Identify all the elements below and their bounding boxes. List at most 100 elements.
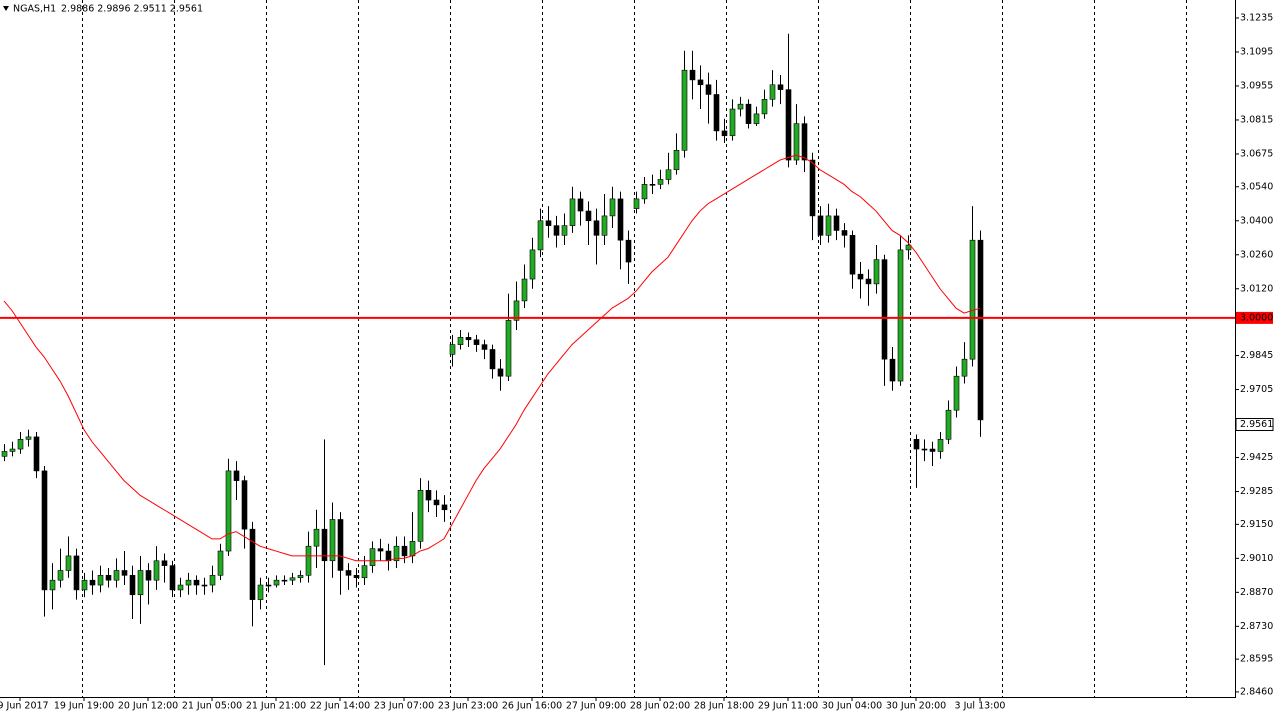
candle-body [409, 541, 416, 557]
level-label: 3.0000 [1240, 312, 1273, 323]
x-tick-label: 23 Jun 23:00 [438, 701, 498, 712]
y-tick-label: 2.9010 [1240, 553, 1273, 564]
candle-body [545, 220, 552, 226]
x-tick-label: 28 Jun 02:00 [630, 701, 690, 712]
candle-body [169, 565, 176, 591]
candle-body [161, 560, 168, 566]
candle-body [289, 577, 296, 581]
candle-body [601, 215, 608, 236]
candle-body [225, 470, 232, 552]
candle-body [857, 273, 864, 280]
candle-body [553, 225, 560, 236]
y-tick-label: 3.0260 [1240, 249, 1273, 260]
candle-body [641, 184, 648, 200]
candle-body [113, 570, 120, 581]
candle-body [441, 504, 448, 511]
y-tick-label: 3.1235 [1240, 12, 1273, 23]
candle-body [769, 84, 776, 100]
y-tick-label: 3.0540 [1240, 181, 1273, 192]
menu-arrow [3, 6, 9, 11]
candle-body [401, 545, 408, 557]
candle-body [465, 337, 472, 341]
candle-body [321, 528, 328, 562]
candle-body [9, 448, 16, 452]
candle-body [65, 555, 72, 571]
candle-body [705, 84, 712, 95]
y-tick-label: 3.0815 [1240, 114, 1273, 125]
candle-body [233, 470, 240, 481]
x-tick-label: 28 Jun 18:00 [694, 701, 754, 712]
candle-body [273, 579, 280, 586]
candle-body [889, 358, 896, 382]
candle-body [593, 220, 600, 236]
candle-body [905, 244, 912, 251]
candle-body [801, 123, 808, 161]
y-tick-label: 2.8595 [1240, 654, 1273, 665]
candle-body [881, 259, 888, 360]
chart-title: NGAS,H1 [13, 4, 56, 15]
candle-body [345, 570, 352, 576]
x-tick-label: 29 Jun 11:00 [758, 701, 818, 712]
x-tick-label: 26 Jun 16:00 [502, 701, 562, 712]
candle-body [137, 570, 144, 596]
candle-body [785, 89, 792, 161]
candle-body [665, 169, 672, 180]
candle-body [129, 575, 136, 596]
candle-body [145, 570, 152, 581]
candle-body [57, 570, 64, 581]
candle-body [609, 198, 616, 217]
y-tick-label: 2.9425 [1240, 452, 1273, 463]
last-price-label: 2.9561 [1240, 419, 1273, 430]
candle-body [513, 300, 520, 321]
candle-body [897, 249, 904, 382]
chart-subtitle: 2.9886 2.9896 2.9511 2.9561 [61, 4, 203, 15]
candle-body [929, 448, 936, 452]
candle-body [561, 225, 568, 236]
moving-average [3, 154, 981, 562]
candle-body [105, 575, 112, 581]
y-tick-label: 3.1095 [1240, 46, 1273, 57]
x-tick-label: 19 Jun 2017 [0, 701, 49, 712]
candle-body [489, 349, 496, 370]
candle-body [49, 579, 56, 591]
x-tick-label: 20 Jun 12:00 [118, 701, 178, 712]
y-tick-label: 3.0400 [1240, 215, 1273, 226]
y-tick-label: 2.8870 [1240, 587, 1273, 598]
candle-body [577, 198, 584, 212]
candle-body [777, 84, 784, 90]
candle-body [33, 436, 40, 472]
candle-body [833, 215, 840, 231]
candle-body [449, 344, 456, 355]
candle-body [337, 519, 344, 571]
x-tick-label: 23 Jun 07:00 [374, 701, 434, 712]
candle-body [865, 278, 872, 285]
candle-body [689, 69, 696, 81]
candle-body [41, 470, 48, 591]
candle-body [361, 565, 368, 579]
candle-body [121, 570, 128, 576]
candle-body [849, 235, 856, 275]
candle-body [241, 480, 248, 530]
y-tick-label: 3.0675 [1240, 148, 1273, 159]
candle-body [329, 519, 336, 562]
candle-body [633, 198, 640, 209]
candle-body [385, 550, 392, 562]
candle-body [257, 584, 264, 600]
candle-body [953, 375, 960, 411]
candle-body [481, 344, 488, 350]
x-tick-label: 22 Jun 14:00 [310, 701, 370, 712]
y-tick-label: 2.8730 [1240, 621, 1273, 632]
candle-body [1, 451, 8, 457]
candle-body [377, 548, 384, 552]
candle-body [457, 337, 464, 345]
candle-body [281, 579, 288, 582]
candle-body [425, 490, 432, 501]
candle-body [249, 528, 256, 600]
candle-body [305, 545, 312, 576]
x-tick-label: 27 Jun 09:00 [566, 701, 626, 712]
candle-body [473, 339, 480, 345]
candle-body [873, 259, 880, 285]
level-label-bg [1236, 311, 1273, 324]
y-tick-label: 2.9705 [1240, 384, 1273, 395]
